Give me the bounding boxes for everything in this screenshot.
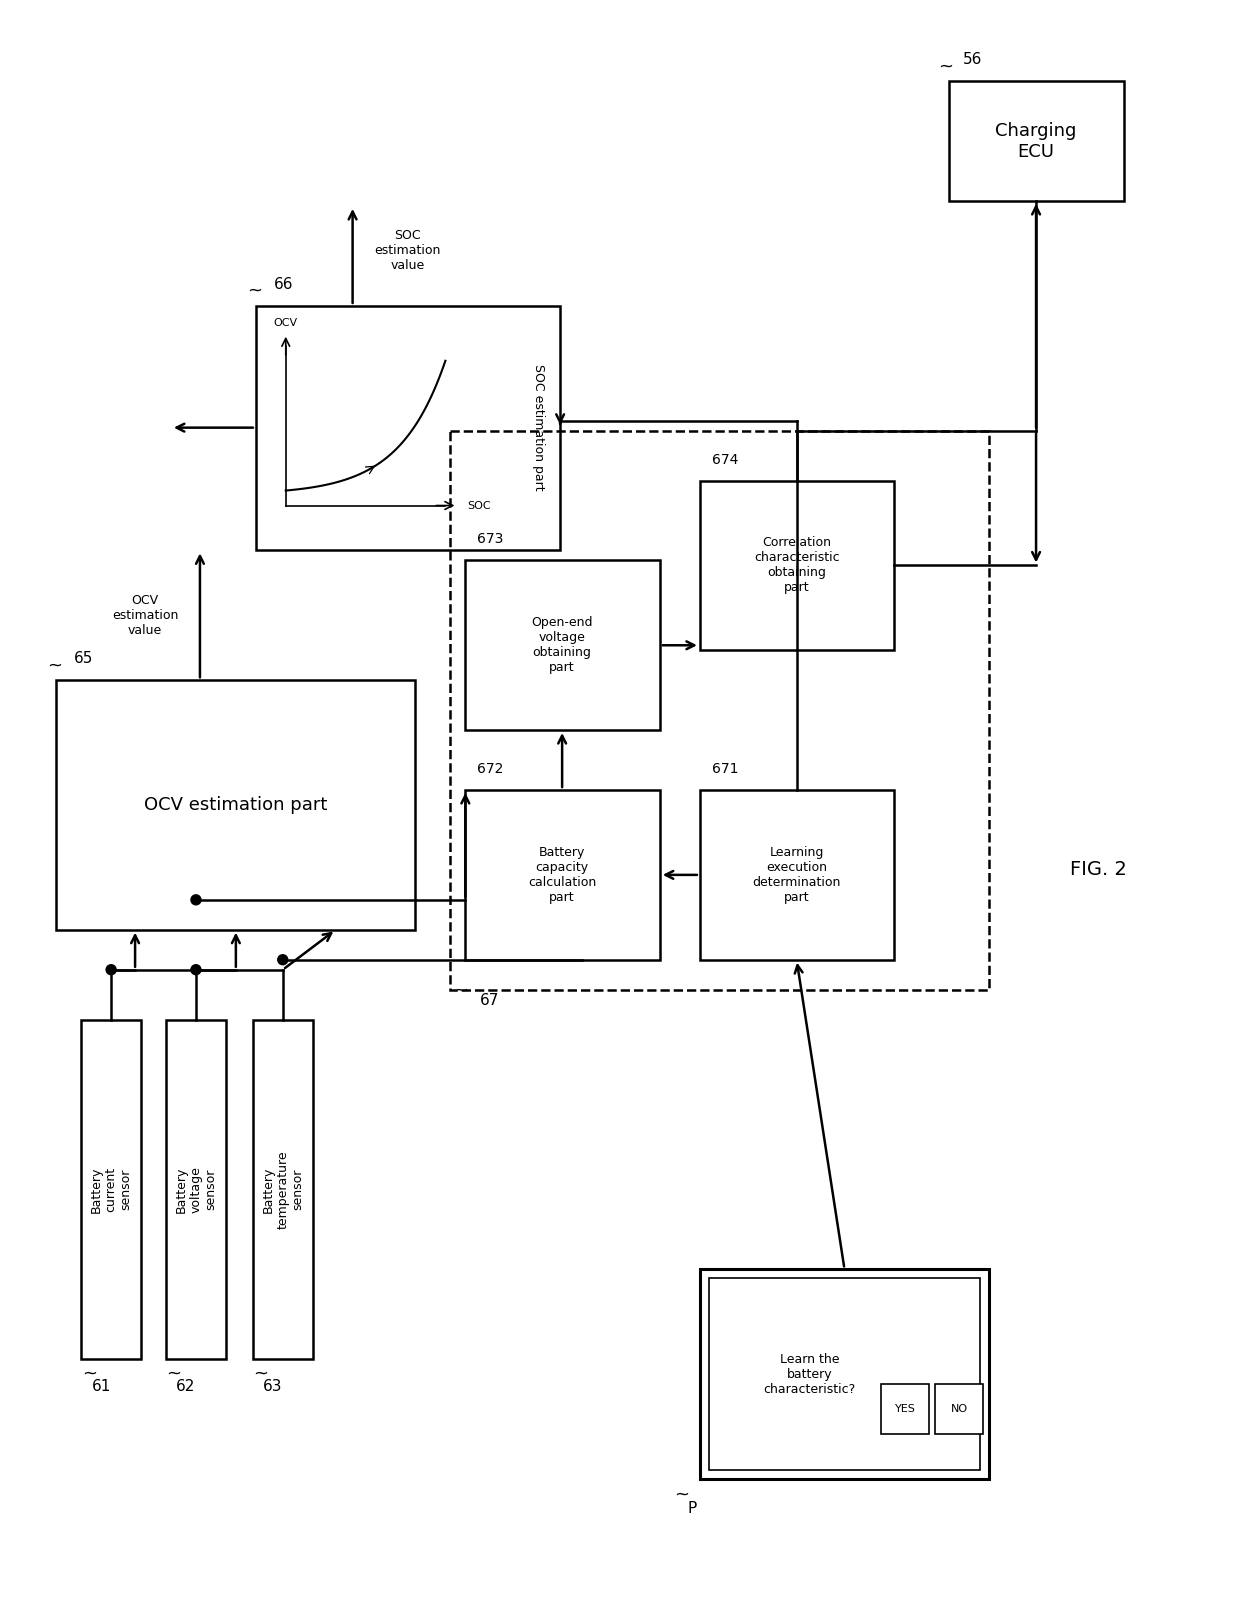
- Circle shape: [191, 895, 201, 904]
- Bar: [950, 81, 1123, 202]
- Text: Battery
capacity
calculation
part: Battery capacity calculation part: [528, 846, 596, 904]
- Bar: [81, 1020, 141, 1359]
- Text: SOC estimation part: SOC estimation part: [532, 364, 544, 492]
- Bar: [255, 306, 560, 550]
- Text: 62: 62: [176, 1380, 196, 1394]
- Text: 65: 65: [74, 651, 93, 666]
- Text: P: P: [687, 1501, 697, 1517]
- Text: Battery
current
sensor: Battery current sensor: [89, 1165, 133, 1212]
- Text: OCV
estimation
value: OCV estimation value: [112, 593, 179, 637]
- Circle shape: [278, 954, 288, 964]
- Text: Learn the
battery
characteristic?: Learn the battery characteristic?: [764, 1352, 856, 1396]
- Bar: [56, 680, 415, 930]
- Text: ~: ~: [247, 282, 262, 300]
- Circle shape: [191, 964, 201, 975]
- Text: 671: 671: [712, 762, 738, 775]
- Circle shape: [107, 964, 117, 975]
- Text: 66: 66: [274, 277, 294, 292]
- Text: Correlation
characteristic
obtaining
part: Correlation characteristic obtaining par…: [754, 537, 839, 595]
- Text: SOC: SOC: [467, 500, 491, 511]
- Bar: [450, 430, 990, 990]
- Bar: [253, 1020, 312, 1359]
- Text: Open-end
voltage
obtaining
part: Open-end voltage obtaining part: [532, 616, 593, 674]
- Text: FIG. 2: FIG. 2: [1070, 861, 1127, 880]
- Bar: [465, 790, 660, 959]
- Text: 61: 61: [92, 1380, 110, 1394]
- Bar: [465, 561, 660, 730]
- Text: ~: ~: [939, 58, 954, 76]
- Bar: [166, 1020, 226, 1359]
- Text: YES: YES: [895, 1404, 916, 1414]
- Text: Learning
execution
determination
part: Learning execution determination part: [753, 846, 841, 904]
- Bar: [699, 1269, 990, 1478]
- Text: 63: 63: [263, 1380, 283, 1394]
- Text: ~: ~: [82, 1364, 97, 1381]
- Text: ~: ~: [675, 1486, 689, 1504]
- Text: ~: ~: [47, 656, 62, 674]
- Text: 672: 672: [477, 762, 503, 775]
- Text: Charging
ECU: Charging ECU: [996, 123, 1076, 161]
- Bar: [709, 1278, 980, 1470]
- Text: SOC
estimation
value: SOC estimation value: [374, 229, 440, 272]
- Text: OCV estimation part: OCV estimation part: [144, 796, 327, 814]
- Text: 674: 674: [712, 453, 738, 466]
- Bar: [882, 1385, 929, 1435]
- Text: Battery
voltage
sensor: Battery voltage sensor: [175, 1165, 217, 1212]
- Text: OCV: OCV: [274, 318, 298, 327]
- Text: ~: ~: [166, 1364, 181, 1381]
- Bar: [699, 480, 894, 650]
- Text: 56: 56: [963, 52, 982, 68]
- Text: 673: 673: [477, 532, 503, 546]
- Bar: [699, 790, 894, 959]
- Text: Battery
temperature
sensor: Battery temperature sensor: [262, 1149, 304, 1228]
- Bar: [935, 1385, 983, 1435]
- Text: NO: NO: [951, 1404, 967, 1414]
- Text: ~: ~: [454, 982, 469, 999]
- Text: ~: ~: [253, 1364, 268, 1381]
- Text: 67: 67: [480, 993, 500, 1008]
